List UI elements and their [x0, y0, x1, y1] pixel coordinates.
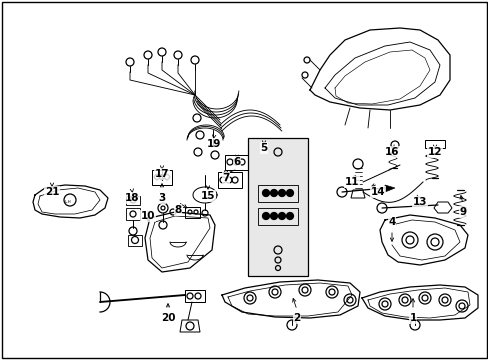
Text: 8: 8	[174, 205, 181, 215]
Text: 13: 13	[412, 197, 427, 207]
Text: 14: 14	[370, 187, 385, 197]
Circle shape	[262, 189, 269, 197]
Text: 4: 4	[387, 217, 395, 227]
Polygon shape	[384, 185, 394, 192]
Text: 6: 6	[233, 157, 240, 167]
Text: 16: 16	[384, 147, 398, 157]
Text: L-H: L-H	[64, 200, 71, 204]
Text: 2: 2	[293, 313, 300, 323]
Text: 21: 21	[45, 187, 59, 197]
Circle shape	[270, 212, 277, 220]
Text: 7: 7	[222, 173, 229, 183]
Text: 15: 15	[201, 191, 215, 201]
Circle shape	[278, 189, 285, 197]
Text: 3: 3	[158, 193, 165, 203]
Bar	[247, 138, 307, 276]
Text: 12: 12	[427, 147, 441, 157]
Text: 20: 20	[161, 313, 175, 323]
Circle shape	[286, 212, 293, 220]
Circle shape	[278, 212, 285, 220]
Circle shape	[286, 189, 293, 197]
Text: 17: 17	[154, 169, 169, 179]
Text: 10: 10	[141, 211, 155, 221]
Text: 5: 5	[260, 143, 267, 153]
Text: 19: 19	[206, 139, 221, 149]
Text: 9: 9	[459, 207, 466, 217]
Circle shape	[270, 189, 277, 197]
Circle shape	[262, 212, 269, 220]
Text: 1: 1	[408, 313, 416, 323]
Text: 11: 11	[344, 177, 359, 187]
Text: 18: 18	[124, 193, 139, 203]
